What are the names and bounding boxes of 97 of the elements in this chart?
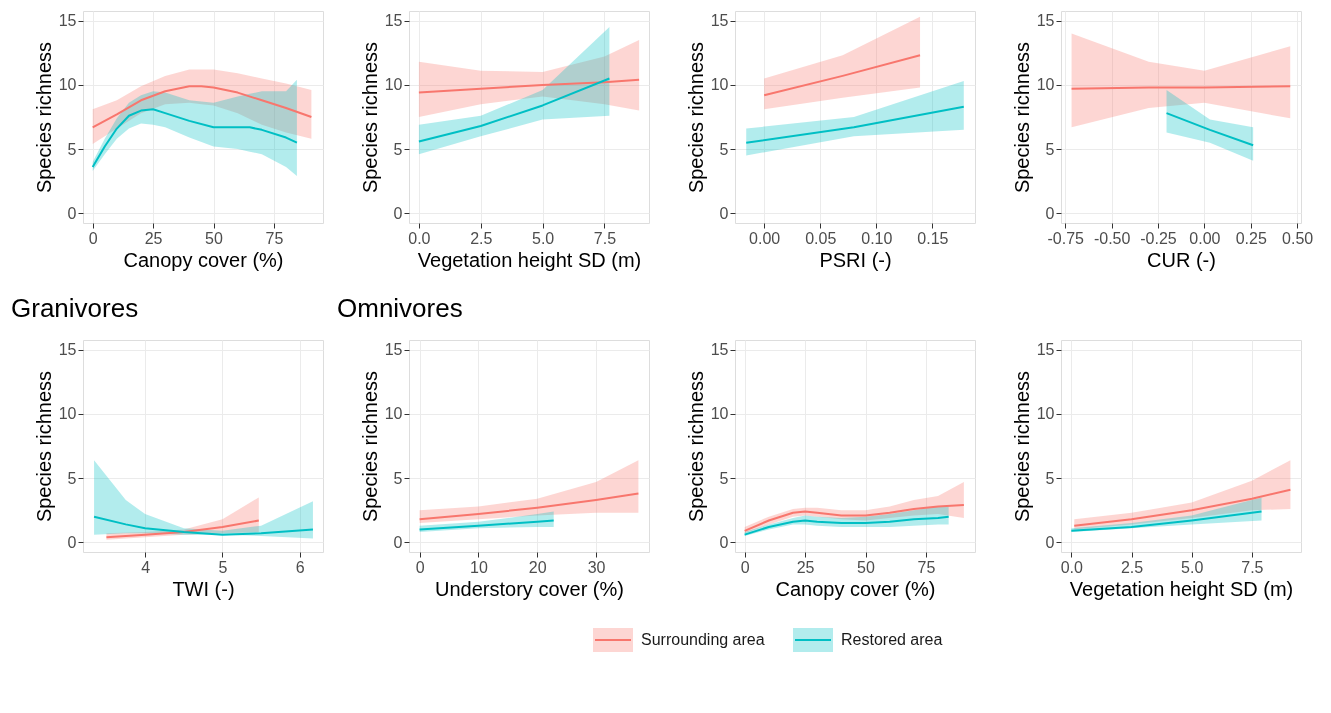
x-tick-label: 30 (587, 558, 606, 576)
x-tick-label: 50 (857, 558, 876, 576)
x-tick-label: 5.0 (1181, 558, 1204, 576)
line-series (418, 519, 555, 531)
y-axis-title: Species richness (358, 370, 381, 523)
line-series (417, 78, 641, 94)
y-tick-label: 10 (58, 76, 77, 94)
x-tick-label: 0.25 (1235, 229, 1267, 247)
x-tick-label: 75 (917, 558, 936, 576)
y-tick-label: 0 (1045, 204, 1055, 222)
x-tick-label: 0.15 (917, 229, 949, 247)
y-tick-label: 15 (710, 341, 729, 359)
y-tick-label: 0 (393, 204, 403, 222)
y-tick-label: 15 (384, 341, 403, 359)
x-tick-label: 75 (265, 229, 284, 247)
y-tick-label: 5 (719, 140, 729, 158)
y-tick-label: 5 (719, 469, 729, 487)
line-series (1070, 510, 1263, 532)
y-axis-title: Species richness (32, 370, 55, 523)
x-tick-label: 0 (88, 229, 98, 247)
x-tick-label: 0.10 (861, 229, 893, 247)
x-tick-label: 25 (144, 229, 163, 247)
x-tick-label: 2.5 (470, 229, 493, 247)
y-tick-label: 15 (384, 12, 403, 30)
line-series (417, 77, 611, 143)
line-series (1073, 488, 1292, 527)
x-tick-label: 20 (528, 558, 547, 576)
line-series (743, 504, 965, 532)
x-tick-label: -0.75 (1047, 229, 1085, 247)
x-tick-label: 0.05 (805, 229, 837, 247)
x-tick-label: 4 (141, 558, 151, 576)
x-tick-label: 0 (740, 558, 750, 576)
x-tick-label: 5 (218, 558, 228, 576)
y-tick-label: 15 (58, 341, 77, 359)
y-axis-title: Species richness (684, 370, 707, 523)
y-tick-label: 15 (1036, 341, 1055, 359)
x-tick-label: 0.50 (1282, 229, 1314, 247)
line-series (105, 519, 260, 539)
chart-title: Omnivores (337, 293, 463, 323)
x-tick-label: 0.00 (749, 229, 781, 247)
x-tick-label: 2.5 (1120, 558, 1144, 576)
y-axis-title: Species richness (32, 41, 55, 194)
y-tick-label: 0 (719, 533, 729, 551)
y-tick-label: 5 (393, 140, 403, 158)
x-tick-label: 25 (796, 558, 815, 576)
x-axis-title: TWI (-) (172, 577, 235, 600)
y-tick-label: 10 (1036, 76, 1055, 94)
y-tick-label: 15 (1036, 12, 1055, 30)
line-series (91, 108, 298, 169)
x-tick-label: 0.00 (1189, 229, 1221, 247)
x-tick-label: -0.25 (1140, 229, 1177, 247)
line-series (93, 515, 314, 536)
x-axis-title: Understory cover (%) (435, 577, 624, 600)
x-tick-label: 0 (415, 558, 425, 576)
chart-title: Granivores (11, 293, 139, 323)
y-axis-title: Species richness (1010, 41, 1033, 194)
y-tick-label: 15 (710, 12, 729, 30)
y-axis-title: Species richness (358, 41, 381, 194)
x-tick-label: 0.0 (1060, 558, 1084, 576)
x-axis-title: CUR (-) (1147, 248, 1216, 271)
x-tick-label: -0.50 (1093, 229, 1131, 247)
x-tick-label: 6 (295, 558, 305, 576)
y-tick-label: 0 (393, 533, 403, 551)
y-tick-label: 10 (384, 405, 403, 423)
y-tick-label: 5 (1045, 140, 1055, 158)
y-axis-title: Species richness (1010, 370, 1033, 523)
y-tick-label: 0 (67, 533, 77, 551)
y-tick-label: 0 (67, 204, 77, 222)
y-tick-label: 5 (67, 469, 77, 487)
y-tick-label: 10 (710, 405, 729, 423)
y-tick-label: 0 (719, 204, 729, 222)
y-tick-label: 5 (393, 469, 403, 487)
y-axis-title: Species richness (684, 41, 707, 194)
y-tick-label: 10 (58, 405, 77, 423)
x-tick-label: 0.0 (408, 229, 431, 247)
y-tick-label: 10 (1036, 405, 1055, 423)
x-tick-label: 50 (205, 229, 224, 247)
y-tick-label: 0 (1045, 533, 1055, 551)
line-series (418, 492, 640, 521)
legend-label: Restored area (841, 631, 943, 648)
y-tick-label: 15 (58, 12, 77, 30)
x-axis-title: Canopy cover (%) (123, 248, 284, 271)
y-tick-label: 10 (384, 76, 403, 94)
x-axis-title: PSRI (-) (819, 248, 892, 271)
x-tick-label: 7.5 (593, 229, 617, 247)
x-axis-title: Vegetation height SD (m) (1069, 577, 1294, 600)
x-tick-label: 10 (470, 558, 488, 576)
x-tick-label: 5.0 (531, 229, 555, 247)
x-axis-title: Canopy cover (%) (775, 577, 936, 600)
y-tick-label: 5 (67, 140, 77, 158)
x-tick-label: 7.5 (1241, 558, 1264, 576)
line-series (91, 85, 313, 129)
y-tick-label: 5 (1045, 469, 1055, 487)
line-series (743, 515, 950, 536)
legend-label: Surrounding area (641, 631, 765, 648)
y-tick-label: 10 (710, 76, 729, 94)
x-axis-title: Vegetation height SD (m) (417, 248, 642, 271)
